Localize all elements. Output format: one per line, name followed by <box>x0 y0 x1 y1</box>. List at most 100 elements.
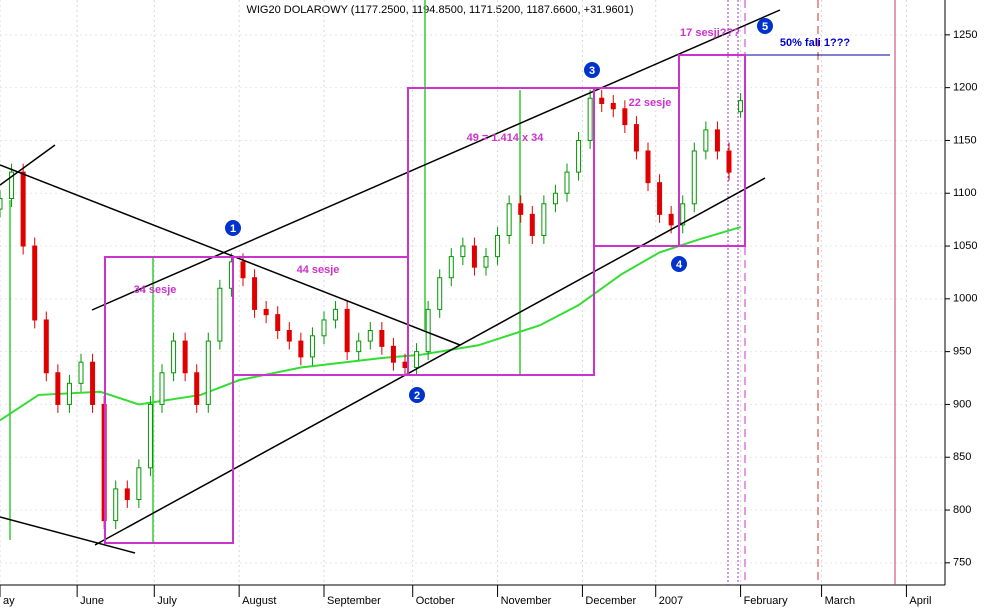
candle-body <box>390 345 396 363</box>
trend-line <box>0 164 461 346</box>
candle-body <box>124 488 130 500</box>
candle-body <box>0 198 3 210</box>
candle-body <box>506 203 512 236</box>
x-tick-label: April <box>909 595 931 607</box>
candle-body <box>622 108 628 126</box>
candle-body <box>66 382 72 405</box>
wave-label: 5 <box>762 21 768 33</box>
candle-body <box>402 361 408 368</box>
x-tick-label: July <box>157 595 177 607</box>
candle-body <box>309 335 315 358</box>
candle-body <box>425 308 431 353</box>
chart-title: WIG20 DOLAROWY (1177.2500, 1194.8500, 11… <box>246 4 633 16</box>
annotation: 49 = 1.414 x 34 <box>467 132 545 144</box>
trend-line <box>91 9 781 311</box>
trend-line <box>0 144 56 186</box>
wave-label: 1 <box>230 223 236 235</box>
y-tick-label: 1250 <box>953 29 977 41</box>
x-tick-label: September <box>327 595 381 607</box>
x-tick-label: November <box>501 595 552 607</box>
candle-body <box>471 245 477 268</box>
candle-body <box>32 245 38 321</box>
wave-label: 4 <box>676 259 683 271</box>
candle-body <box>136 467 142 500</box>
candle-body <box>147 403 153 469</box>
x-tick-label: February <box>744 595 789 607</box>
candle-body <box>367 330 373 342</box>
candle-body <box>599 97 605 104</box>
wave-marker <box>409 387 425 403</box>
x-tick-label: December <box>585 595 636 607</box>
candle-body <box>633 124 639 152</box>
candle-body <box>194 372 200 405</box>
y-tick-label: 1100 <box>953 187 977 199</box>
candle-body <box>240 261 246 279</box>
candle-body <box>78 361 84 384</box>
y-tick-label: 850 <box>953 451 971 463</box>
candle-body <box>205 340 211 405</box>
candle-body <box>43 319 49 374</box>
candle-body <box>344 308 350 353</box>
candle-body <box>529 213 535 236</box>
candle-body <box>668 213 674 226</box>
wave-label: 2 <box>414 390 420 402</box>
y-tick-label: 750 <box>953 557 971 569</box>
wave-marker <box>671 256 687 272</box>
candle-body <box>691 150 697 205</box>
candle-body <box>680 203 686 226</box>
candle-body <box>113 488 119 522</box>
candle-body <box>356 340 362 353</box>
candle-body <box>437 277 443 310</box>
candle-body <box>448 256 454 279</box>
candle-body <box>657 182 663 215</box>
y-tick-label: 900 <box>953 398 971 410</box>
candle-body <box>495 234 501 258</box>
candle-body <box>217 287 223 342</box>
trend-line <box>94 177 766 546</box>
candle-body <box>738 100 744 113</box>
y-tick-label: 800 <box>953 504 971 516</box>
wave-box <box>104 256 234 544</box>
candle-body <box>159 372 165 405</box>
candle-body <box>564 171 570 194</box>
candle-body <box>90 361 96 405</box>
candle-body <box>703 129 709 152</box>
moving-average <box>0 226 741 422</box>
x-tick-label: 2007 <box>659 595 683 607</box>
annotation: 22 sesje <box>629 97 672 109</box>
candle-body <box>610 102 616 110</box>
candle-body <box>298 340 304 358</box>
y-tick-label: 1000 <box>953 293 977 305</box>
wave-marker <box>584 62 600 78</box>
candle-body <box>9 171 15 200</box>
candle-body <box>576 139 582 173</box>
y-tick-label: 1050 <box>953 240 977 252</box>
candle-body <box>55 372 61 405</box>
annotation: 44 sesje <box>297 264 340 276</box>
x-tick-label: March <box>825 595 856 607</box>
x-tick-label: October <box>416 595 455 607</box>
y-tick-label: 1150 <box>953 134 977 146</box>
candle-body <box>714 129 720 152</box>
x-tick-label: June <box>80 595 104 607</box>
candle-body <box>379 330 385 347</box>
candle-body <box>483 256 489 268</box>
wave-marker <box>225 220 241 236</box>
candle-body <box>541 203 547 236</box>
candle-body <box>263 308 269 316</box>
candle-body <box>252 277 258 310</box>
candle-body <box>726 150 732 173</box>
candle-body <box>321 319 327 337</box>
candle-body <box>171 340 177 374</box>
annotation: 34 sesje <box>134 284 177 296</box>
candle-body <box>645 150 651 184</box>
candle-body <box>587 97 593 141</box>
annotation: 50% fali 1??? <box>780 37 851 49</box>
trend-line <box>0 516 136 554</box>
candle-body <box>333 308 339 321</box>
wave-label: 3 <box>589 65 595 77</box>
x-tick-label: ay <box>3 595 15 607</box>
candle-body <box>460 245 466 258</box>
